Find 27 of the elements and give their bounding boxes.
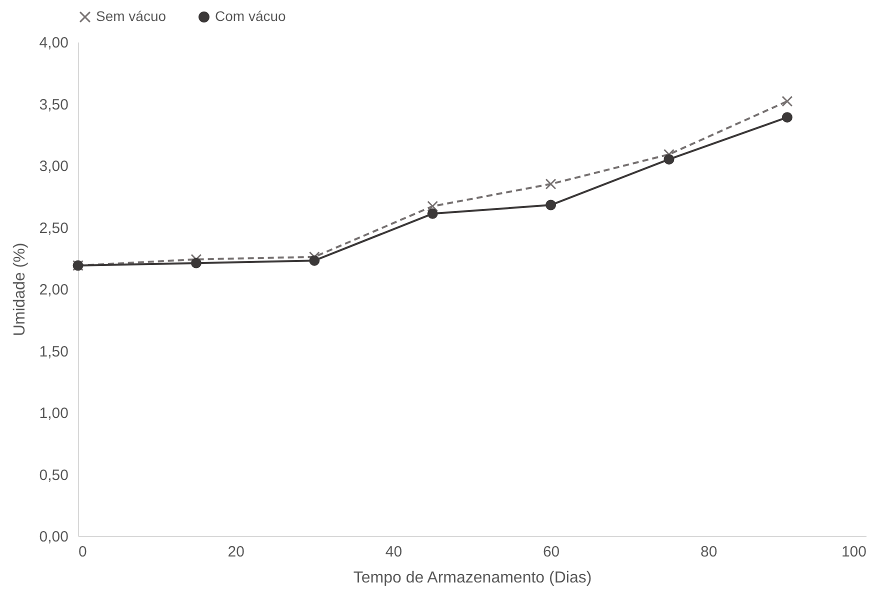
legend-label: Com vácuo: [215, 8, 286, 24]
x-tick-label: 100: [841, 544, 866, 560]
y-tick-label: 0,50: [39, 466, 68, 484]
point: [309, 255, 320, 266]
y-tick-label: 4,00: [39, 34, 68, 52]
point: [782, 112, 792, 123]
x-tick-label: 0: [78, 544, 87, 560]
point: [664, 154, 674, 165]
x-tick-label: 80: [700, 544, 718, 560]
point: [782, 96, 792, 107]
x-axis-title: Tempo de Armazenamento (Dias): [353, 570, 592, 586]
point: [546, 200, 556, 210]
y-tick-label: 3,00: [39, 158, 68, 175]
y-tick-label: 2,00: [39, 282, 68, 298]
x-tick-label: 40: [385, 544, 402, 560]
x-tick-label: 20: [228, 544, 244, 560]
point: [427, 208, 438, 219]
x-tick-label: 60: [542, 544, 560, 560]
point: [190, 258, 202, 268]
y-tick-label: 2,50: [39, 220, 68, 237]
y-axis-title: Umidade (%): [11, 242, 28, 336]
y-tick-label: 1,50: [39, 343, 68, 360]
y-tick-label: 3,50: [39, 96, 68, 114]
point: [546, 178, 556, 190]
legend-label: Sem vácuo: [96, 8, 166, 24]
y-tick-label: 1,00: [39, 405, 68, 422]
y-tick-label: 0,00: [39, 528, 68, 546]
